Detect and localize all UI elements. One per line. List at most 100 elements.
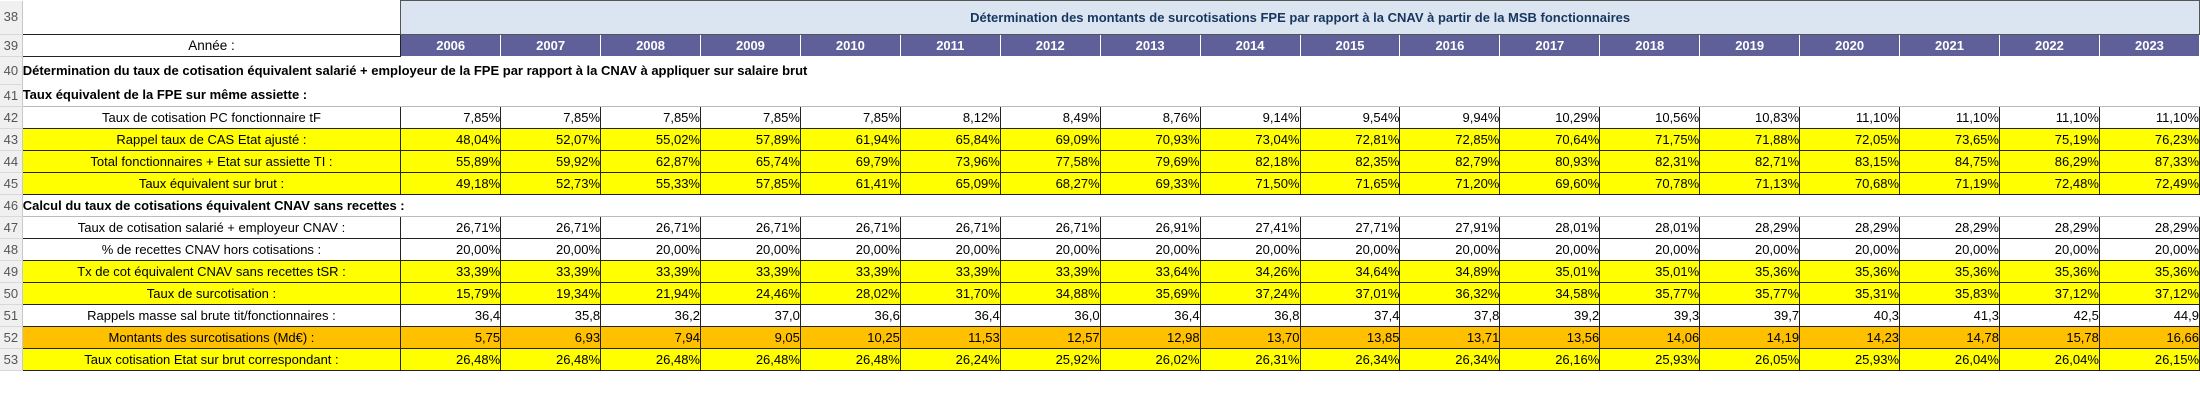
value-cell[interactable]: 20,00%	[1998, 238, 2100, 261]
value-cell[interactable]: 33,64%	[1099, 260, 1201, 283]
value-cell[interactable]: 33,39%	[799, 260, 901, 283]
value-cell[interactable]: 21,94%	[600, 282, 701, 305]
value-cell[interactable]: 76,23%	[2098, 128, 2200, 151]
year-cell[interactable]: 2006	[400, 34, 502, 57]
value-cell[interactable]: 79,69%	[1099, 150, 1201, 173]
value-cell[interactable]: 10,83%	[1699, 106, 1801, 129]
row-header[interactable]: 52	[0, 326, 23, 349]
value-cell[interactable]: 35,8	[500, 304, 602, 327]
row-label-cell[interactable]: Taux cotisation Etat sur brut correspond…	[21, 348, 402, 371]
value-cell[interactable]: 13,56	[1499, 326, 1601, 349]
value-cell[interactable]: 72,48%	[1998, 172, 2100, 195]
year-cell[interactable]: 2007	[500, 34, 602, 57]
value-cell[interactable]: 26,34%	[1399, 348, 1501, 371]
value-cell[interactable]: 86,29%	[1998, 150, 2100, 173]
value-cell[interactable]: 25,92%	[999, 348, 1101, 371]
value-cell[interactable]: 35,36%	[1799, 260, 1901, 283]
value-cell[interactable]: 36,32%	[1399, 282, 1501, 305]
value-cell[interactable]: 11,10%	[2098, 106, 2200, 129]
value-cell[interactable]: 36,0	[999, 304, 1101, 327]
value-cell[interactable]: 69,79%	[799, 150, 901, 173]
value-cell[interactable]: 71,19%	[1899, 172, 2000, 195]
value-cell[interactable]: 19,34%	[500, 282, 602, 305]
value-cell[interactable]: 14,23	[1799, 326, 1901, 349]
value-cell[interactable]: 62,87%	[600, 150, 701, 173]
value-cell[interactable]: 12,57	[999, 326, 1101, 349]
row-label-cell[interactable]: Rappels masse sal brute tit/fonctionnair…	[21, 304, 402, 327]
value-cell[interactable]: 26,71%	[600, 216, 701, 239]
value-cell[interactable]: 14,06	[1599, 326, 1701, 349]
subsection-title[interactable]: Calcul du taux de cotisations équivalent…	[22, 194, 2200, 217]
value-cell[interactable]: 70,93%	[1099, 128, 1201, 151]
value-cell[interactable]: 20,00%	[1499, 238, 1601, 261]
value-cell[interactable]: 26,34%	[1299, 348, 1401, 371]
value-cell[interactable]: 80,93%	[1499, 150, 1601, 173]
value-cell[interactable]: 8,76%	[1099, 106, 1201, 129]
value-cell[interactable]: 73,96%	[899, 150, 1001, 173]
value-cell[interactable]: 33,39%	[400, 260, 502, 283]
value-cell[interactable]: 26,71%	[500, 216, 602, 239]
row-header[interactable]: 42	[0, 106, 23, 129]
value-cell[interactable]: 55,89%	[400, 150, 502, 173]
value-cell[interactable]: 25,93%	[1799, 348, 1901, 371]
value-cell[interactable]: 71,50%	[1199, 172, 1301, 195]
value-cell[interactable]: 26,02%	[1099, 348, 1201, 371]
row-label-cell[interactable]: Montants des surcotisations (Md€) :	[21, 326, 402, 349]
value-cell[interactable]: 82,79%	[1399, 150, 1501, 173]
value-cell[interactable]: 31,70%	[899, 282, 1001, 305]
value-cell[interactable]: 33,39%	[699, 260, 801, 283]
value-cell[interactable]: 37,8	[1399, 304, 1501, 327]
value-cell[interactable]: 77,58%	[999, 150, 1101, 173]
value-cell[interactable]: 24,46%	[699, 282, 801, 305]
value-cell[interactable]: 61,94%	[799, 128, 901, 151]
value-cell[interactable]: 39,7	[1699, 304, 1801, 327]
row-label-cell[interactable]: Taux de cotisation salarié + employeur C…	[21, 216, 402, 239]
value-cell[interactable]: 13,85	[1299, 326, 1401, 349]
value-cell[interactable]: 26,15%	[2098, 348, 2200, 371]
value-cell[interactable]: 26,24%	[899, 348, 1001, 371]
value-cell[interactable]: 10,56%	[1599, 106, 1701, 129]
row-label-cell[interactable]: Tx de cot équivalent CNAV sans recettes …	[21, 260, 402, 283]
value-cell[interactable]: 28,29%	[1998, 216, 2100, 239]
value-cell[interactable]: 20,00%	[1199, 238, 1301, 261]
value-cell[interactable]: 7,85%	[400, 106, 502, 129]
value-cell[interactable]: 35,01%	[1499, 260, 1601, 283]
value-cell[interactable]: 26,04%	[1998, 348, 2100, 371]
value-cell[interactable]: 33,39%	[999, 260, 1101, 283]
value-cell[interactable]: 36,6	[799, 304, 901, 327]
value-cell[interactable]: 55,33%	[600, 172, 701, 195]
value-cell[interactable]: 84,75%	[1899, 150, 2000, 173]
value-cell[interactable]: 71,88%	[1699, 128, 1801, 151]
value-cell[interactable]: 27,71%	[1299, 216, 1401, 239]
value-cell[interactable]: 37,24%	[1199, 282, 1301, 305]
year-cell[interactable]: 2021	[1899, 34, 2000, 57]
row-label-cell[interactable]: Taux de surcotisation :	[21, 282, 402, 305]
value-cell[interactable]: 72,49%	[2098, 172, 2200, 195]
value-cell[interactable]: 28,01%	[1599, 216, 1701, 239]
value-cell[interactable]: 49,18%	[400, 172, 502, 195]
value-cell[interactable]: 11,10%	[1899, 106, 2000, 129]
value-cell[interactable]: 20,00%	[999, 238, 1101, 261]
year-cell[interactable]: 2016	[1399, 34, 1501, 57]
sheet-title[interactable]: Détermination des montants de surcotisat…	[400, 0, 2200, 35]
value-cell[interactable]: 44,9	[2098, 304, 2200, 327]
year-cell[interactable]: 2017	[1499, 34, 1601, 57]
value-cell[interactable]: 7,85%	[500, 106, 602, 129]
value-cell[interactable]: 9,14%	[1199, 106, 1301, 129]
value-cell[interactable]: 20,00%	[1799, 238, 1901, 261]
value-cell[interactable]: 33,39%	[600, 260, 701, 283]
row-header[interactable]: 51	[0, 304, 23, 327]
value-cell[interactable]: 48,04%	[400, 128, 502, 151]
value-cell[interactable]: 9,94%	[1399, 106, 1501, 129]
value-cell[interactable]: 37,12%	[2098, 282, 2200, 305]
value-cell[interactable]: 20,00%	[400, 238, 502, 261]
value-cell[interactable]: 14,78	[1899, 326, 2000, 349]
row-header[interactable]: 50	[0, 282, 23, 305]
value-cell[interactable]: 20,00%	[500, 238, 602, 261]
year-cell[interactable]: 2022	[1998, 34, 2100, 57]
year-cell[interactable]: 2013	[1099, 34, 1201, 57]
row-header[interactable]: 46	[0, 194, 23, 217]
value-cell[interactable]: 71,20%	[1399, 172, 1501, 195]
value-cell[interactable]: 71,13%	[1699, 172, 1801, 195]
value-cell[interactable]: 25,93%	[1599, 348, 1701, 371]
